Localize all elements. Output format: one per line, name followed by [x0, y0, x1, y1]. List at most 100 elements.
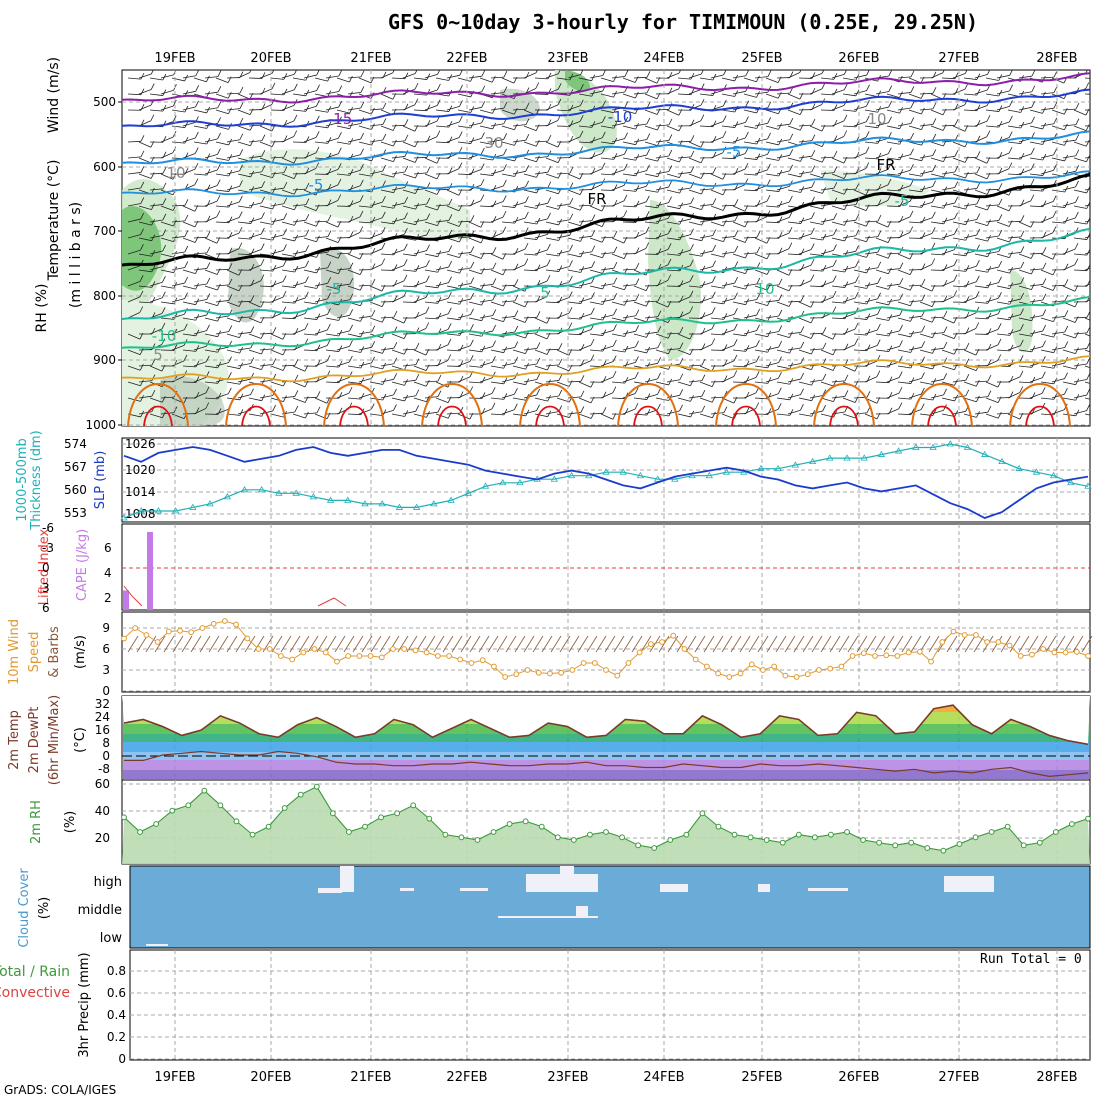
wind10-barb	[811, 635, 823, 653]
wind-barb	[501, 141, 515, 146]
wind10-barb	[640, 635, 652, 653]
wind-barb	[336, 268, 350, 271]
wind-barb-flag	[1052, 210, 1057, 218]
wind-barb	[743, 392, 757, 399]
wind-barb	[435, 397, 449, 404]
wind-barb-flag	[184, 74, 189, 82]
wind-barb	[303, 152, 317, 159]
wind-barb-flag	[360, 392, 365, 400]
wind-barb-flag	[734, 245, 739, 253]
wind-barb-flag	[525, 347, 529, 354]
wind-barb-flag	[1030, 194, 1035, 201]
wind-barb-flag	[228, 278, 233, 286]
wind-barb-flag	[162, 411, 166, 418]
wind-barb-flag	[381, 316, 386, 323]
rh2m-line-point	[329, 810, 336, 817]
wind-barb-flag	[866, 84, 870, 91]
wind10-barb	[1072, 635, 1084, 653]
contour-label: 5	[153, 346, 163, 364]
wind-barb-flag	[899, 106, 903, 114]
wind-barb	[1062, 365, 1076, 370]
wind-barb-flag	[712, 229, 717, 236]
wind-barb-flag	[217, 392, 222, 400]
wind-barb	[853, 105, 867, 111]
wind-barb-flag	[426, 104, 431, 111]
wind-barb	[182, 221, 196, 228]
wind-barb-flag	[613, 293, 618, 300]
wind-barb	[633, 269, 647, 276]
wind10-series-point	[804, 671, 811, 678]
wind-barb-flag	[954, 119, 959, 126]
wind-barb-flag	[833, 166, 838, 173]
wind-barb	[457, 220, 472, 223]
wind-barb	[974, 301, 988, 304]
date-label-bottom: 20FEB	[250, 1070, 291, 1085]
rh2m-line-point	[763, 837, 770, 843]
wind-barb	[919, 201, 933, 207]
wind-barb	[985, 344, 999, 351]
wind-barb	[1007, 141, 1021, 144]
wind10-series-point	[995, 639, 1002, 645]
wind-barb-flag	[877, 292, 881, 300]
wind-barb-flag	[514, 325, 519, 333]
wind-barb-flag	[1064, 372, 1068, 379]
wind-barb	[820, 156, 834, 159]
wind-barb	[490, 170, 504, 175]
wind10-series-point	[715, 670, 721, 677]
wind-barb	[875, 285, 889, 290]
wind-barb	[721, 157, 736, 160]
cape-tick-label: 6	[104, 541, 112, 555]
wind10-barb	[838, 635, 850, 653]
wind-barb-flag	[1009, 84, 1013, 92]
wind-barb-flag	[261, 347, 265, 355]
wind-barb	[985, 381, 999, 388]
wind-barb-flag	[986, 114, 991, 122]
wind-barb	[138, 380, 152, 383]
wind-barb-flag	[733, 370, 738, 377]
wind-barb-flag	[1042, 340, 1046, 347]
wind-barb-flag	[1041, 371, 1046, 378]
wind-barb-flag	[975, 380, 980, 387]
cloud-axis-label-1: Cloud Cover	[17, 868, 32, 948]
wind-barb-flag	[239, 346, 243, 354]
contour-minus10	[122, 88, 1090, 128]
wind-barb-flag	[404, 363, 408, 370]
wind-barb	[424, 269, 438, 273]
thickness-series-point	[1049, 471, 1058, 479]
wind10-series-point	[838, 663, 845, 670]
contour-plus25	[633, 405, 663, 426]
wind10-barb	[496, 635, 508, 653]
wind-barb-flag	[1020, 152, 1025, 160]
wind-barb	[413, 413, 427, 418]
wind-barb	[1073, 109, 1087, 116]
wind-barb	[930, 109, 944, 116]
rh2m-line-point	[667, 837, 674, 843]
wind-barb	[633, 201, 647, 207]
thickness-series-point	[602, 468, 610, 475]
rh2m-line-point	[1085, 815, 1091, 822]
wind-barb-flag	[701, 296, 706, 304]
wind-barb	[435, 313, 449, 319]
thickness-series-point	[292, 489, 300, 496]
wind-barb	[1040, 232, 1054, 239]
wind-barb	[138, 269, 152, 273]
wind10-barb	[892, 635, 904, 653]
wind-barb	[248, 155, 262, 159]
wind-barb	[468, 365, 482, 368]
wind-barb-flag	[404, 379, 408, 386]
wind-barb-flag	[283, 197, 288, 204]
wind-barb	[138, 221, 152, 226]
wind-barb-flag	[569, 166, 574, 174]
wind-barb-flag	[810, 243, 815, 250]
wind-barb	[380, 316, 394, 319]
wind-barb	[699, 93, 713, 96]
wind-barb-flag	[767, 117, 772, 124]
wind-barb-flag	[338, 85, 343, 92]
wind-barb	[204, 76, 218, 79]
wind-barb	[974, 396, 988, 399]
wind10-barb	[208, 635, 220, 653]
wind-barb	[479, 361, 493, 367]
wind-barb-flag	[624, 314, 629, 322]
wind-barb-flag	[712, 411, 716, 418]
wind-barb	[325, 349, 339, 352]
